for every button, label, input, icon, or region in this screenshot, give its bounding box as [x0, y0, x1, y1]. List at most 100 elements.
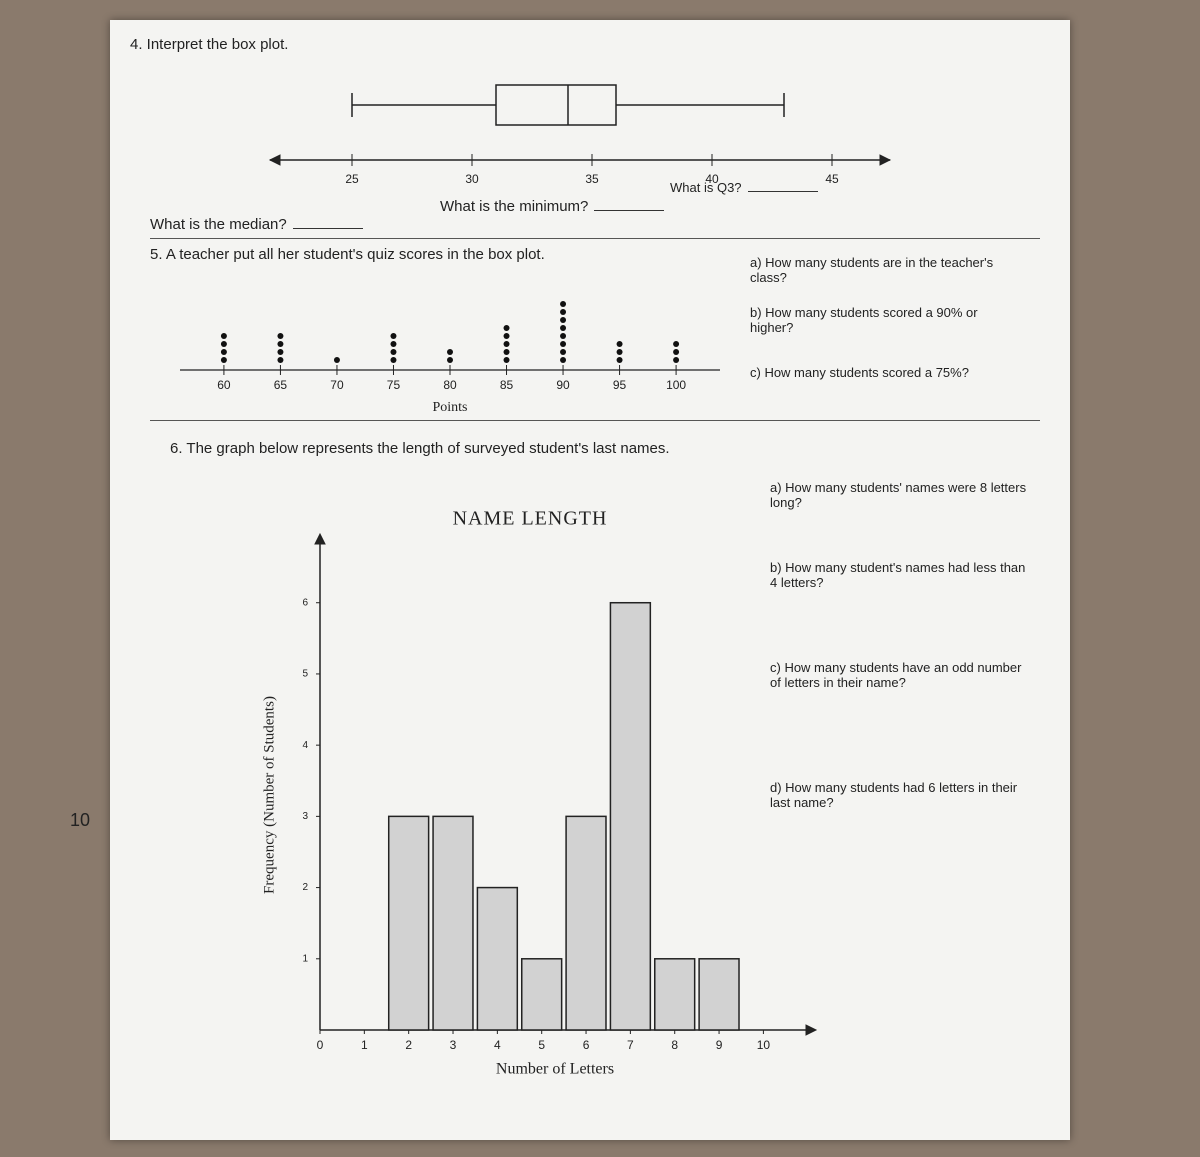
tick-label: 5	[538, 1038, 545, 1052]
x-axis-label: Number of Letters	[496, 1061, 614, 1078]
tick-label: 60	[217, 378, 231, 392]
dot	[503, 341, 510, 347]
y-axis-label: Frequency (Number of Students)	[261, 696, 277, 894]
tick-label: 6	[583, 1038, 590, 1052]
dot	[277, 341, 284, 347]
tick-label: 0	[317, 1038, 324, 1052]
tick-label: 45	[825, 172, 839, 186]
tick-label: 1	[361, 1038, 368, 1052]
tick-label: 30	[465, 172, 479, 186]
divider	[150, 420, 1040, 421]
question: What is the minimum?	[440, 198, 665, 215]
dot	[616, 349, 623, 355]
axis-arrow	[268, 154, 892, 166]
margin-number: 10	[70, 810, 91, 830]
bar	[520, 958, 563, 1031]
tick-label: 40	[705, 172, 719, 186]
dot	[220, 341, 227, 347]
q4-question: What is the minimum?	[440, 198, 589, 215]
histogram: NAME LENGTH 1 2 3 4 5 6 0 1 2 3 4 5 6 7 8 9 10 Number of L…	[261, 508, 818, 1078]
dot	[503, 357, 510, 363]
divider	[150, 238, 1040, 239]
dot	[333, 357, 340, 363]
chart-title: NAME LENGTH	[453, 508, 608, 530]
tick-label: 5	[302, 669, 308, 680]
q5-prompt: 5. A teacher put all her student's quiz …	[150, 246, 545, 263]
tick-label: 80	[443, 378, 457, 392]
dot	[503, 333, 510, 339]
dot	[277, 357, 284, 363]
dot	[390, 357, 397, 363]
tick-label: 2	[302, 882, 308, 893]
tick-label: 4	[302, 740, 308, 751]
tick-label: 3	[450, 1038, 457, 1052]
q6-question: b) How many student's names had less tha…	[770, 560, 1026, 590]
question: What is the median?	[150, 216, 363, 233]
tick-label: 25	[345, 172, 359, 186]
dot	[560, 349, 567, 355]
tick-label: 4	[494, 1038, 501, 1052]
dot	[447, 357, 453, 363]
dot	[277, 333, 284, 339]
dot	[560, 333, 567, 339]
dot	[220, 357, 227, 363]
q5-question: c) How many students scored a 75%?	[750, 365, 969, 380]
tick-label: 85	[500, 378, 514, 392]
dot	[220, 349, 227, 355]
dot	[560, 341, 567, 347]
tick-label: 3	[302, 811, 308, 822]
dot	[673, 349, 680, 355]
q5-question: b) How many students scored a 90% or hig…	[750, 305, 978, 335]
q6-question: c) How many students have an odd number …	[770, 660, 1022, 690]
dot	[503, 325, 510, 331]
tick-label: 7	[627, 1038, 634, 1052]
tick-label: 1	[302, 953, 308, 964]
bar	[432, 815, 474, 1031]
q4-question: What is Q3?	[670, 180, 742, 195]
worksheet: 4. Interpret the box plot. 25 30 35 40 45 Wh…	[110, 20, 1070, 1140]
dot	[277, 349, 284, 355]
box	[495, 84, 617, 126]
bar	[387, 815, 430, 1031]
dot	[616, 341, 623, 347]
tick-label: 65	[274, 378, 288, 392]
dot	[560, 357, 567, 363]
q5-question: a) How many students are in the teacher'…	[750, 255, 994, 285]
tick-label: 95	[613, 378, 627, 392]
dot	[390, 333, 397, 339]
x-axis-label: Points	[432, 400, 467, 415]
box-plot: 25 30 35 40 45	[268, 84, 892, 186]
dot	[673, 357, 680, 363]
dot	[390, 349, 397, 355]
dot	[560, 325, 567, 331]
question: What is Q3?	[670, 180, 818, 195]
tick-label: 90	[556, 378, 570, 392]
bar	[654, 958, 696, 1031]
tick-label: 10	[757, 1038, 771, 1052]
q6-prompt: 6. The graph below represents the length…	[170, 440, 670, 457]
bar	[698, 958, 740, 1031]
bar	[565, 815, 607, 1031]
dot	[503, 349, 510, 355]
bar	[609, 601, 652, 1031]
tick-label: 8	[671, 1038, 678, 1052]
tick-label: 35	[585, 172, 599, 186]
dot	[616, 357, 623, 363]
axis-arrow	[314, 532, 326, 545]
dot	[560, 309, 567, 315]
tick-label: 100	[666, 378, 686, 392]
tick-label: 2	[405, 1038, 412, 1052]
tick-label: 70	[330, 378, 344, 392]
dot	[673, 341, 680, 347]
dot-plot: 60 65 70 75 80 85 90 95 100 Points	[180, 301, 720, 415]
dot	[220, 333, 227, 339]
tick-label: 75	[387, 378, 401, 392]
q4-question: What is the median?	[150, 216, 287, 233]
bar	[476, 886, 519, 1031]
q6-question: a) How many students' names were 8 lette…	[770, 480, 1027, 510]
dot	[560, 301, 567, 307]
dot	[390, 341, 397, 347]
dot	[447, 349, 453, 355]
q6-question: d) How many students had 6 letters in th…	[770, 780, 1018, 810]
